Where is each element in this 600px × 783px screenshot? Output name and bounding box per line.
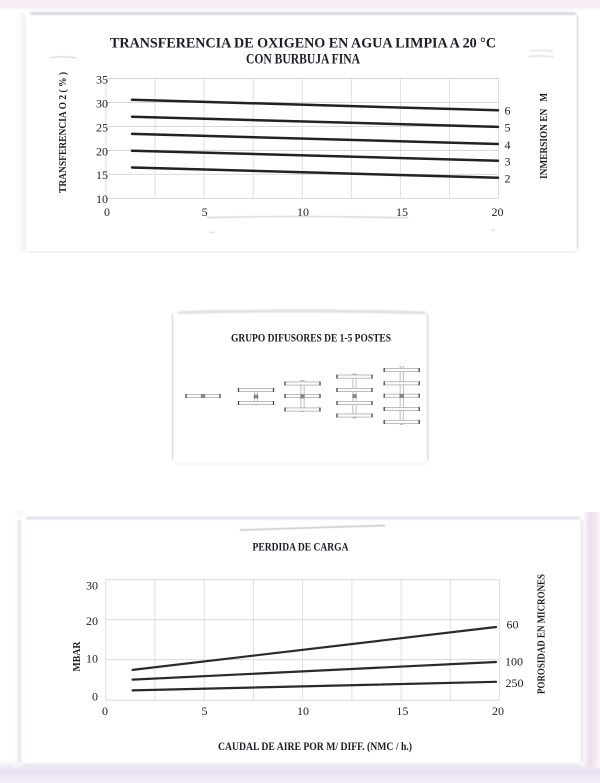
svg-text:MBAR: MBAR — [72, 641, 83, 671]
svg-text:INMERSION EN M: INMERSION EN M — [538, 92, 550, 179]
svg-text:10: 10 — [86, 652, 98, 666]
svg-text:2: 2 — [505, 172, 511, 186]
svg-text:30: 30 — [86, 578, 98, 592]
svg-text:5: 5 — [202, 205, 208, 219]
svg-text:TRANSFERENCIA DE OXIGENO EN AG: TRANSFERENCIA DE OXIGENO EN AGUA LIMPIA … — [110, 36, 496, 52]
svg-text:4: 4 — [505, 138, 511, 152]
svg-text:GRUPO DIFUSORES DE 1-5 POSTES: GRUPO DIFUSORES DE 1-5 POSTES — [231, 330, 391, 344]
svg-text:6: 6 — [505, 104, 511, 118]
svg-text:5: 5 — [202, 704, 208, 718]
svg-text:20: 20 — [96, 144, 108, 158]
svg-text:TRANSFERENCIA O 2 ( % ): TRANSFERENCIA O 2 ( % ) — [57, 72, 69, 193]
svg-text:0: 0 — [104, 205, 110, 219]
svg-text:20: 20 — [86, 614, 98, 628]
svg-text:15: 15 — [96, 168, 108, 182]
svg-text:CAUDAL DE AIRE POR M/ DIFF.: CAUDAL DE AIRE POR M/ DIFF. (NMC / h.) — [218, 741, 412, 753]
svg-text:10: 10 — [96, 192, 108, 206]
svg-text:30: 30 — [96, 96, 108, 110]
svg-text:25: 25 — [96, 120, 108, 134]
svg-text:20: 20 — [492, 205, 504, 219]
svg-text:0: 0 — [102, 704, 108, 718]
svg-text:CON BURBUJA FINA: CON BURBUJA FINA — [246, 52, 360, 68]
svg-text:250: 250 — [506, 676, 524, 690]
svg-text:100: 100 — [505, 655, 523, 669]
svg-text:0: 0 — [92, 689, 98, 703]
svg-text:20: 20 — [492, 704, 504, 718]
svg-text:5: 5 — [505, 121, 511, 135]
svg-text:10: 10 — [297, 205, 309, 219]
svg-text:60: 60 — [507, 618, 519, 632]
svg-text:15: 15 — [396, 205, 408, 219]
svg-text:15: 15 — [396, 704, 408, 718]
svg-text:PERDIDA DE CARGA: PERDIDA DE CARGA — [253, 540, 349, 554]
svg-text:3: 3 — [505, 154, 511, 168]
svg-text:10: 10 — [297, 704, 309, 718]
svg-text:35: 35 — [96, 72, 108, 86]
svg-text:POROSIDAD EN MICRONES: POROSIDAD EN MICRONES — [536, 574, 548, 694]
